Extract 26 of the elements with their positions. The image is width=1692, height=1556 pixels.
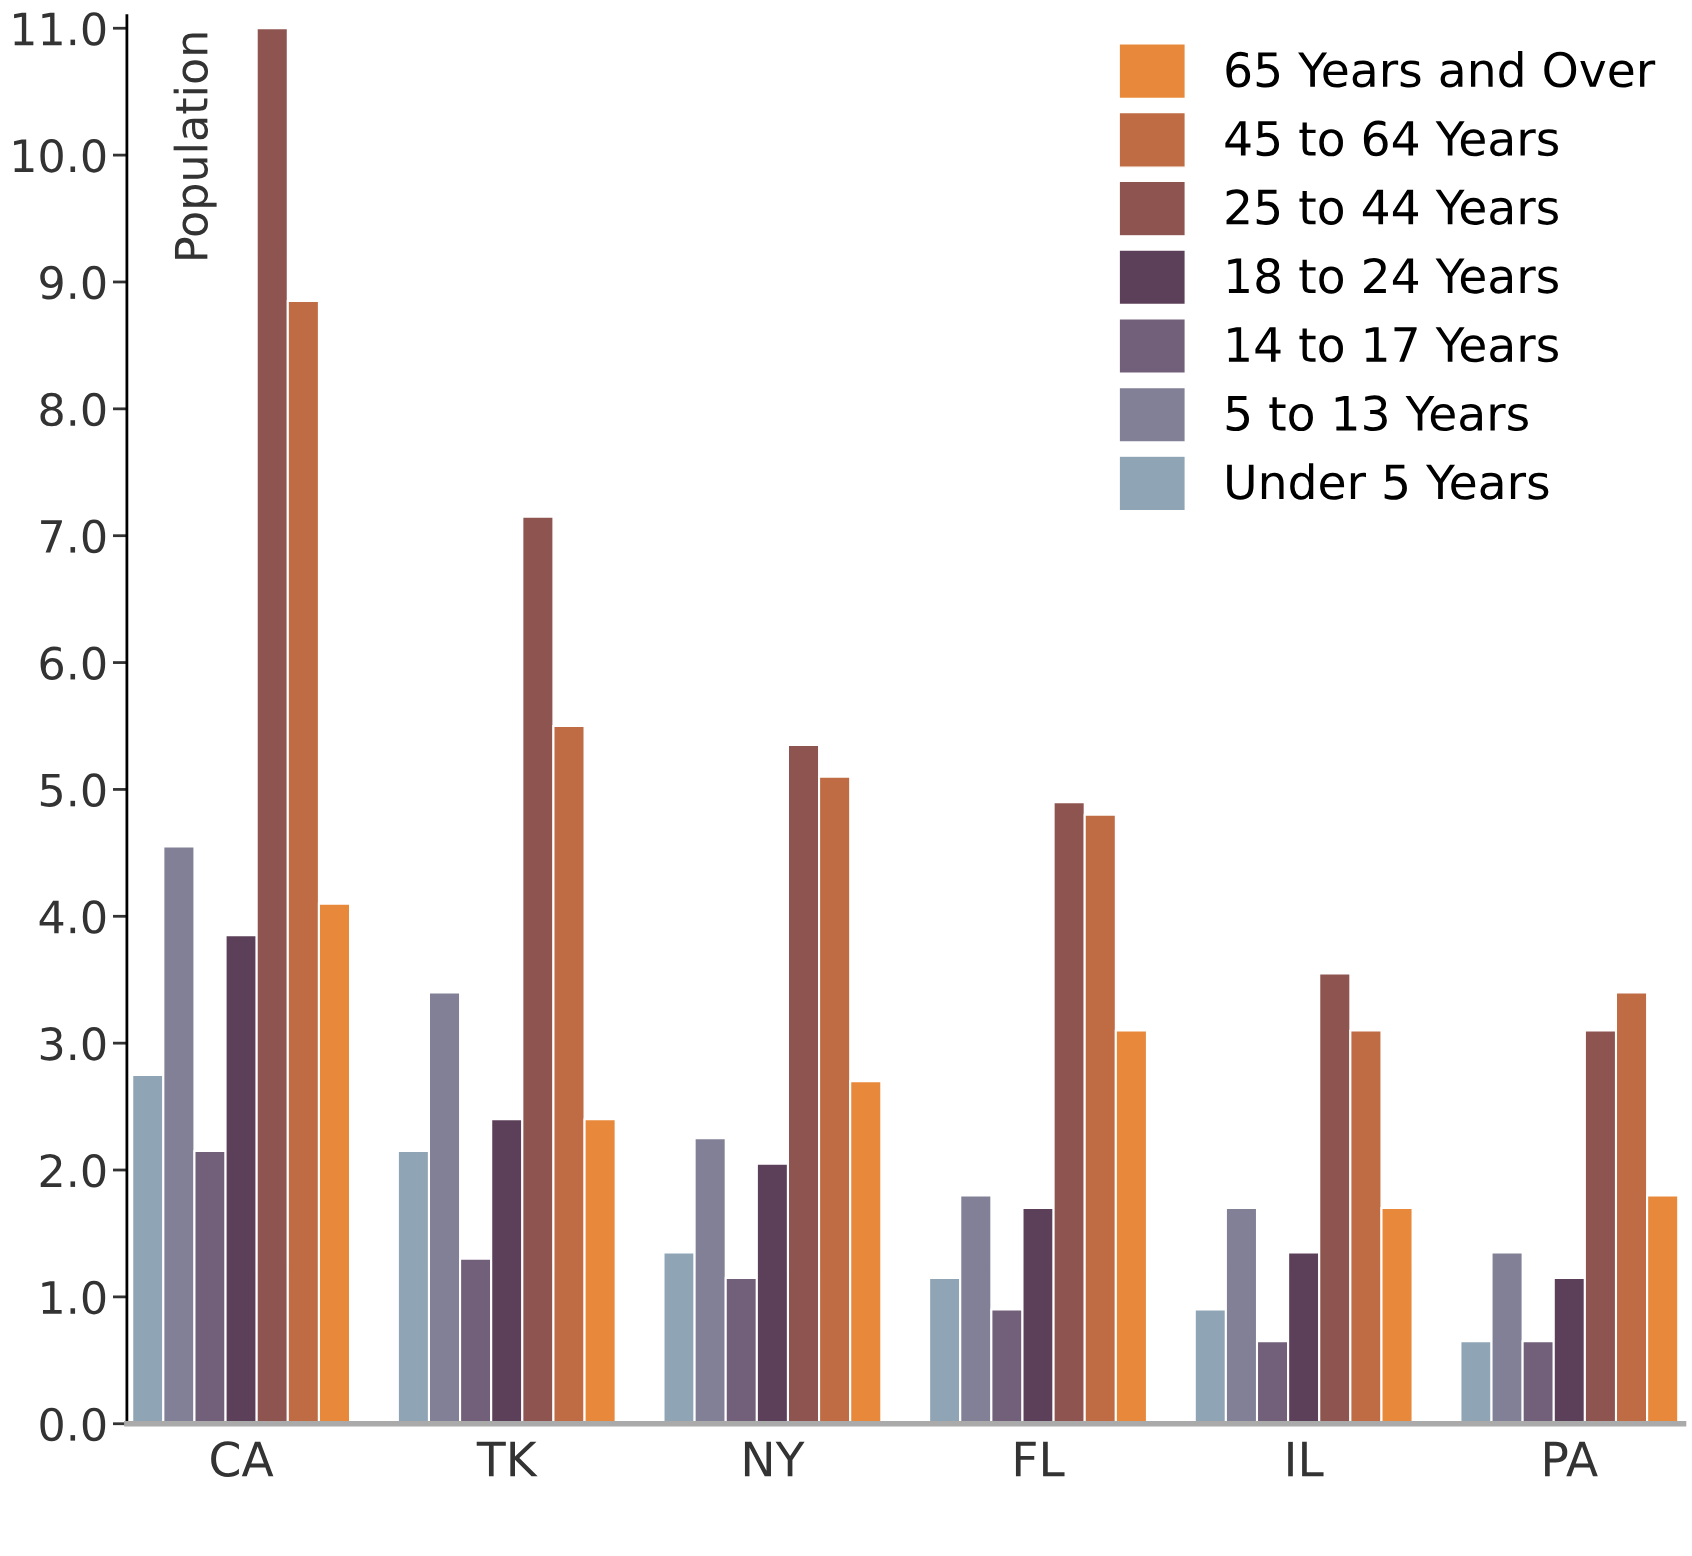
y-tick-label: 4.0 <box>39 900 106 934</box>
y-axis-title: Population <box>173 33 217 259</box>
legend-label: 5 to 13 Years <box>1226 395 1528 432</box>
legend-label: 45 to 64 Years <box>1225 120 1558 157</box>
y-tick-label: 11.0 <box>14 12 106 46</box>
legend-label: 18 to 24 Years <box>1228 257 1558 294</box>
y-tick-label: 0.0 <box>40 1407 106 1442</box>
y-tick-label: 8.0 <box>40 392 106 427</box>
legend-label: Under 5 Years <box>1227 463 1549 500</box>
legend-label: 25 to 44 Years <box>1226 189 1558 225</box>
y-tick-label: 6.0 <box>40 646 106 681</box>
y-tick-label: 7.0 <box>41 519 106 554</box>
x-tick-label: TK <box>476 1441 538 1477</box>
y-tick-label: 3.0 <box>40 1027 106 1061</box>
x-tick-label: PA <box>1545 1441 1598 1477</box>
y-tick-label: 2.0 <box>40 1153 106 1188</box>
x-tick-label: CA <box>211 1441 274 1477</box>
legend-label: 65 Years and Over <box>1226 50 1656 88</box>
y-tick-label: 10.0 <box>14 139 106 173</box>
y-tick-label: 9.0 <box>40 265 106 300</box>
legend-label: 14 to 17 Years <box>1228 327 1558 363</box>
x-tick-label: FL <box>1015 1441 1065 1477</box>
x-tick-label: IL <box>1288 1441 1324 1477</box>
x-tick-label: NY <box>744 1441 805 1477</box>
y-tick-label: 1.0 <box>42 1280 106 1315</box>
y-tick-label: 5.0 <box>40 773 106 807</box>
